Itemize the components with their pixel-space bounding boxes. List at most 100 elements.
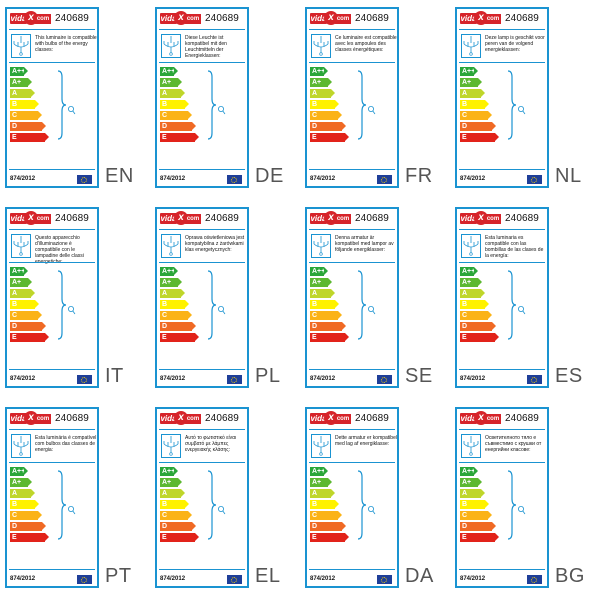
energy-class-bar: A bbox=[10, 489, 35, 498]
energy-class-bar: A++ bbox=[310, 467, 328, 476]
energy-class-label: A++ bbox=[312, 268, 326, 275]
brace-bulb-icon bbox=[357, 70, 376, 140]
energy-class-bar: C bbox=[310, 111, 342, 120]
energy-class-label: D bbox=[12, 523, 18, 530]
energy-class-label: C bbox=[12, 512, 18, 519]
energy-class-arrow bbox=[345, 533, 349, 541]
brand-logo-vida: vida bbox=[460, 213, 477, 224]
energy-class-bar: A+ bbox=[160, 278, 182, 287]
energy-class-arrow bbox=[495, 533, 499, 541]
brand-logo-vida: vida bbox=[10, 13, 27, 24]
energy-class-arrow bbox=[488, 511, 492, 519]
brand-logo-com: com bbox=[185, 414, 201, 424]
product-code: 240689 bbox=[355, 413, 389, 424]
energy-label: vida x com 240689 Esta luminaria es comp… bbox=[455, 207, 549, 388]
compatibility-text: Ce luminaire est compatible avec les amp… bbox=[335, 35, 397, 53]
divider bbox=[459, 62, 545, 63]
chandelier-icon bbox=[311, 34, 331, 58]
divider bbox=[309, 229, 395, 230]
energy-class-label: A+ bbox=[312, 279, 322, 286]
energy-class-bar: E bbox=[460, 533, 499, 542]
energy-class-label: A++ bbox=[462, 268, 476, 275]
divider bbox=[9, 262, 95, 263]
regulation-number: 874/2012 bbox=[460, 376, 486, 382]
energy-class-arrow bbox=[341, 322, 346, 330]
energy-class-bar: C bbox=[310, 511, 342, 520]
energy-class-bar: B bbox=[10, 500, 39, 509]
energy-class-label: E bbox=[162, 534, 167, 541]
regulation-number: 874/2012 bbox=[310, 176, 336, 182]
energy-class-arrow bbox=[177, 78, 182, 86]
product-code: 240689 bbox=[205, 13, 239, 24]
regulation-number: 874/2012 bbox=[310, 376, 336, 382]
energy-class-label: B bbox=[162, 301, 168, 308]
brand-logo-x: x bbox=[174, 411, 188, 425]
brace-bulb-icon bbox=[357, 470, 376, 540]
energy-class-arrow bbox=[331, 489, 335, 497]
energy-class-bar: A bbox=[460, 289, 485, 298]
energy-class-arrow bbox=[195, 533, 199, 541]
energy-class-arrow bbox=[184, 500, 189, 508]
energy-class-bar: C bbox=[460, 311, 492, 320]
product-code: 240689 bbox=[205, 413, 239, 424]
brand-logo-x: x bbox=[324, 11, 338, 25]
energy-class-bar: A++ bbox=[310, 67, 328, 76]
energy-class-label: B bbox=[162, 101, 168, 108]
energy-class-bar: A+ bbox=[310, 78, 332, 87]
energy-class-arrow bbox=[488, 111, 492, 119]
energy-class-bar: A+ bbox=[460, 278, 482, 287]
brand-logo-x: x bbox=[24, 411, 38, 425]
energy-class-bar: D bbox=[460, 122, 496, 131]
energy-class-arrow bbox=[181, 289, 185, 297]
chandelier-icon bbox=[161, 34, 181, 58]
divider bbox=[459, 369, 545, 370]
language-code: IT bbox=[105, 365, 124, 387]
energy-class-label: A++ bbox=[312, 468, 326, 475]
product-code: 240689 bbox=[55, 13, 89, 24]
energy-class-label: A bbox=[312, 490, 318, 497]
energy-class-bar: E bbox=[160, 533, 199, 542]
energy-class-bar: B bbox=[460, 500, 489, 509]
energy-class-bar: A bbox=[160, 289, 185, 298]
energy-class-label: C bbox=[312, 512, 318, 519]
divider bbox=[159, 62, 245, 63]
energy-label: vida x com 240689 Dette armatur er kompa… bbox=[305, 407, 399, 588]
brace-bulb-icon bbox=[57, 70, 76, 140]
energy-class-scale: A++ A+ A B C D E bbox=[460, 67, 500, 157]
energy-class-bar: C bbox=[460, 111, 492, 120]
energy-class-arrow bbox=[188, 311, 192, 319]
language-code: ES bbox=[555, 365, 583, 387]
language-code: PT bbox=[105, 565, 132, 587]
energy-class-label: E bbox=[312, 134, 317, 141]
energy-class-arrow bbox=[34, 500, 39, 508]
brace-bulb-icon bbox=[207, 470, 226, 540]
energy-class-label: A+ bbox=[312, 479, 322, 486]
brand-logo-com: com bbox=[335, 414, 351, 424]
energy-class-arrow bbox=[477, 78, 482, 86]
divider bbox=[159, 29, 245, 30]
energy-class-bar: D bbox=[10, 522, 46, 531]
energy-class-bar: E bbox=[10, 333, 49, 342]
energy-class-label: A+ bbox=[462, 79, 472, 86]
brand-logo: vida x com bbox=[460, 211, 501, 226]
eu-flag-icon bbox=[377, 375, 392, 384]
energy-class-label: A++ bbox=[162, 268, 176, 275]
energy-class-bar: A++ bbox=[160, 67, 178, 76]
energy-class-bar: C bbox=[10, 511, 42, 520]
energy-class-bar: A bbox=[10, 89, 35, 98]
compatibility-text: Denna armatur är kompatibel med lampor a… bbox=[335, 235, 394, 253]
brand-logo-com: com bbox=[35, 14, 51, 24]
energy-class-label: E bbox=[162, 334, 167, 341]
eu-flag-icon bbox=[227, 175, 242, 184]
energy-class-label: C bbox=[312, 312, 318, 319]
energy-class-arrow bbox=[331, 289, 335, 297]
energy-label-cell: vida x com 240689 Esta luminária é compa… bbox=[0, 400, 150, 600]
brand-logo-vida: vida bbox=[310, 13, 327, 24]
energy-class-bar: A++ bbox=[10, 267, 28, 276]
energy-label-cell: vida x com 240689 Ce luminaire est compa… bbox=[300, 0, 450, 200]
divider bbox=[9, 462, 95, 463]
chandelier-icon bbox=[311, 434, 331, 458]
energy-class-arrow bbox=[41, 522, 46, 530]
brand-logo-vida: vida bbox=[460, 413, 477, 424]
